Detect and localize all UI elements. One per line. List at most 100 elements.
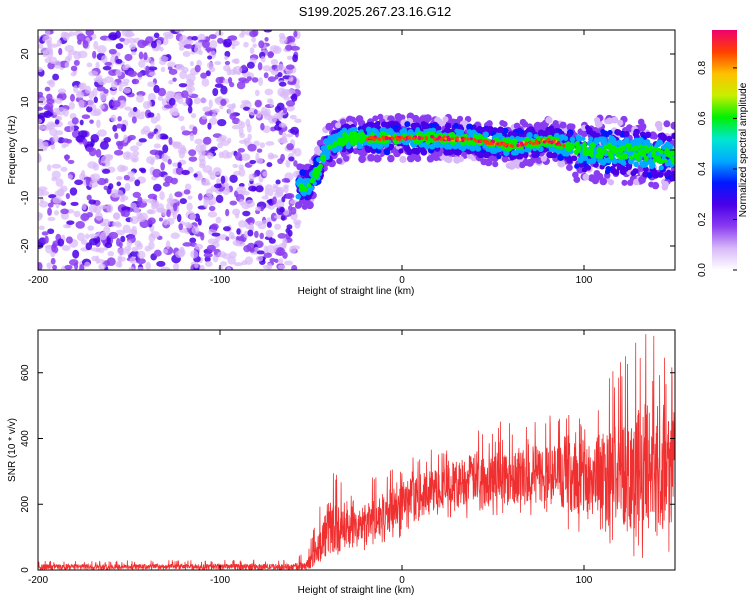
noise-blob	[288, 245, 297, 254]
signal-blob	[445, 155, 453, 164]
signal-blob	[617, 119, 624, 126]
noise-blob	[214, 61, 222, 66]
noise-blob	[64, 264, 73, 270]
signal-blob	[387, 154, 395, 163]
noise-blob	[194, 243, 204, 250]
noise-blob	[210, 146, 218, 151]
noise-blob	[38, 186, 48, 192]
noise-blob	[95, 247, 101, 253]
signal-blob	[371, 127, 377, 133]
noise-blob	[208, 205, 216, 212]
noise-blob	[38, 106, 44, 111]
signal-blob	[639, 122, 647, 131]
signal-blob	[566, 164, 573, 172]
noise-blob	[58, 47, 63, 56]
noise-blob	[223, 38, 232, 48]
noise-blob	[212, 254, 219, 263]
signal-blob	[545, 126, 551, 133]
noise-blob	[220, 261, 227, 267]
signal-blob	[666, 151, 673, 158]
noise-blob	[70, 201, 79, 207]
noise-blob	[147, 209, 154, 215]
signal-peak	[438, 135, 442, 139]
noise-blob	[52, 73, 60, 81]
noise-blob	[227, 256, 237, 265]
noise-blob	[232, 163, 239, 168]
noise-blob	[262, 65, 272, 72]
signal-blob	[394, 113, 403, 121]
spectrogram-xtick-label: 0	[399, 275, 405, 286]
noise-blob	[148, 71, 156, 77]
noise-blob	[41, 231, 49, 236]
noise-blob	[176, 213, 182, 223]
noise-blob	[178, 83, 188, 88]
signal-blob	[514, 161, 522, 169]
signal-peak	[556, 141, 561, 145]
spectrogram-ytick-label: -10	[20, 190, 31, 205]
noise-blob	[142, 198, 148, 203]
signal-blob	[505, 138, 512, 144]
noise-blob	[70, 71, 77, 77]
colorbar-gradient	[712, 30, 737, 270]
noise-blob	[167, 61, 176, 68]
noise-blob	[88, 199, 97, 205]
spectrogram-ytick-label: 0	[20, 147, 31, 153]
noise-blob	[84, 85, 92, 94]
noise-blob	[132, 150, 140, 157]
noise-blob	[217, 37, 224, 44]
signal-blob	[590, 131, 598, 138]
noise-blob	[238, 198, 245, 206]
signal-blob	[628, 155, 634, 161]
noise-blob	[136, 242, 143, 250]
noise-blob	[194, 44, 202, 54]
noise-blob	[153, 249, 162, 257]
noise-blob	[285, 159, 291, 168]
signal-blob	[358, 155, 367, 164]
signal-blob	[429, 143, 436, 150]
noise-blob	[194, 138, 204, 145]
noise-blob	[124, 182, 131, 192]
signal-blob	[640, 148, 646, 154]
noise-blob	[136, 258, 146, 265]
noise-blob	[48, 79, 56, 88]
colorbar-ticks: 0.0 0.2 0.4 0.6 0.8	[697, 61, 737, 277]
signal-blob	[551, 146, 556, 152]
noise-blob	[267, 51, 274, 59]
noise-blob	[168, 193, 173, 203]
noise-blob	[131, 51, 137, 56]
noise-blob	[127, 70, 138, 77]
noise-blob	[251, 77, 259, 83]
noise-blob	[206, 244, 216, 252]
noise-blob	[248, 173, 255, 182]
signal-blob	[666, 135, 673, 142]
noise-blob	[153, 84, 160, 94]
noise-blob	[115, 229, 126, 236]
noise-blob	[88, 180, 99, 188]
noise-blob	[261, 195, 269, 200]
signal-blob	[623, 130, 630, 137]
noise-blob	[214, 83, 224, 88]
noise-blob	[89, 119, 94, 124]
noise-blob	[136, 141, 143, 147]
noise-blob	[246, 61, 255, 69]
noise-blob	[207, 122, 212, 130]
noise-blob	[283, 95, 291, 101]
noise-blob	[278, 81, 287, 87]
snr-series-line	[38, 334, 675, 570]
signal-blob	[484, 158, 493, 167]
noise-blob	[118, 241, 123, 248]
noise-blob	[294, 221, 301, 229]
signal-peak	[446, 135, 450, 139]
signal-blob	[378, 143, 384, 149]
noise-blob	[47, 207, 52, 216]
noise-blob	[138, 213, 144, 220]
noise-blob	[137, 250, 146, 259]
noise-blob	[129, 145, 139, 152]
noise-blob	[199, 97, 207, 104]
noise-blob	[211, 108, 220, 113]
noise-blob	[117, 255, 123, 264]
noise-blob	[245, 199, 255, 208]
noise-blob	[186, 222, 193, 229]
signal-blob	[336, 157, 343, 165]
noise-blob	[102, 65, 112, 71]
